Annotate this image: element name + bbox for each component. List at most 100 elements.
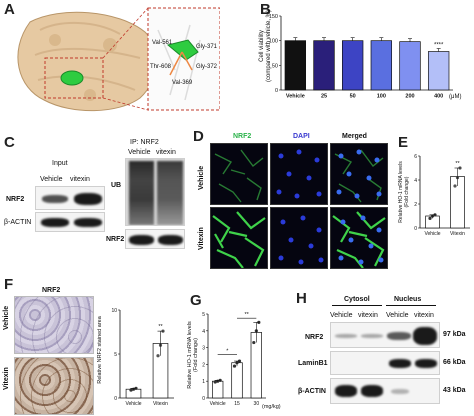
ip-row-nrf2: NRF2 [106, 236, 125, 243]
panel-letter-a: A [4, 1, 15, 18]
chart-nrf2-stained-area: 0 5 10 Vehicle Vitexin ** [111, 308, 174, 407]
h-lane-4: vitexin [414, 312, 434, 319]
panel-letter-f: F [4, 276, 14, 293]
chart-ho1-mrna-cells: 0 2 4 6 Vehicle Vitexin ** [414, 154, 470, 237]
h-lane-1: Vehicle [330, 312, 353, 319]
protein-structure-diagram [17, 7, 220, 112]
chart-b-ytick-label: 150 [269, 14, 278, 20]
chart-b-ytick-label: 0 [275, 88, 278, 94]
micrograph-merged-vitexin [330, 207, 388, 269]
chart-b-bar [284, 40, 307, 91]
chart-f-significance: ** [158, 324, 163, 330]
chart-e-ylabel: Relative HO-1 mRNA levels (Fold change) [398, 161, 410, 223]
panel-letter-g: G [190, 292, 202, 309]
panel-letter-c: C [4, 134, 15, 151]
chart-b-bar [427, 51, 450, 91]
chart-g-bar [231, 362, 243, 399]
chart-e-xtick-label: Vehicle [424, 231, 440, 237]
chart-e-ytick-label: 2 [414, 202, 417, 208]
chart-f-ytick-label: 0 [114, 396, 117, 402]
chart-b-ytick-label: 100 [269, 39, 278, 45]
h-kda-actin: 43 kDa [443, 387, 466, 394]
chart-f-ytick-label: 10 [111, 308, 117, 314]
chart-b-bar [399, 41, 421, 91]
h-lane-2: vitexin [358, 312, 378, 319]
micrograph-nrf2-vitexin [210, 207, 268, 269]
chart-e-ytick-label: 4 [414, 178, 417, 184]
chart-f-point [129, 388, 133, 392]
h-row-actin: β-ACTIN [298, 388, 326, 395]
ip-title: IP: NRF2 [130, 139, 159, 146]
chart-b-ylabel: Cell viability (compared with vehicle, %… [259, 9, 272, 83]
chart-g-unit: (mg/kg) [262, 404, 281, 410]
chart-f-ylabel: Relative NRF2 stained area [97, 316, 103, 384]
chart-cell-viability: 0 50 100 150 Vehicle 25 50 100 200 400 **** [269, 14, 453, 100]
residue-label-gly371: Gly-371 [196, 44, 218, 50]
col-label-nrf2: NRF2 [233, 133, 252, 140]
blot-h-nrf2 [330, 322, 440, 348]
ip-lane-vitexin: vitexin [156, 149, 176, 156]
h-row-lamin: LaminB1 [298, 360, 328, 367]
input-row-nrf2: NRF2 [6, 196, 25, 203]
ihc-image-vitexin [14, 357, 94, 415]
chart-g-ytick-label: 1 [202, 379, 205, 385]
h-row-nrf2: NRF2 [305, 334, 324, 341]
blot-h-actin [330, 378, 440, 404]
chart-e-ytick-label: 0 [414, 226, 417, 232]
chart-g-xtick-label: Vehicle [210, 401, 226, 407]
blot-h-lamin [330, 351, 440, 375]
chart-b-xtick-label: 200 [405, 94, 414, 100]
cytosol-bracket [332, 305, 382, 306]
h-lane-3: Vehicle [386, 312, 409, 319]
chart-e-ytick-label: 6 [414, 154, 417, 160]
chart-e-point [453, 184, 457, 188]
chart-f-point [156, 354, 160, 358]
col-label-merged: Merged [342, 133, 367, 140]
ihc-title: NRF2 [42, 287, 61, 294]
chart-b-xtick-label: 400 [434, 94, 443, 100]
chart-g-point [252, 340, 256, 345]
input-lane-vehicle: Vehicle [40, 176, 63, 183]
chart-g-ylabel: Relative HO-1 mRNA levels (Fold change) [187, 321, 199, 389]
blot-input-actin [35, 212, 105, 232]
micrograph-nrf2-vehicle [210, 143, 268, 205]
panel-letter-h: H [296, 290, 307, 307]
chart-g-sig-low: * [226, 348, 229, 354]
chart-b-significance: **** [434, 43, 444, 49]
chart-b-xtick-label: 50 [350, 94, 356, 100]
chart-f-xtick-label: Vitexin [153, 401, 168, 407]
nucleus-bracket [386, 305, 436, 306]
chart-f-ytick-label: 5 [114, 352, 117, 358]
chart-b-unit: (μM) [449, 94, 462, 100]
chart-e-xtick-label: Vitexin [450, 231, 465, 237]
chart-g-sig-high: ** [245, 312, 250, 318]
input-lane-vitexin: vitexin [70, 176, 90, 183]
ihc-image-vehicle [14, 296, 94, 354]
chart-f-xtick-label: Vehicle [125, 401, 141, 407]
ip-row-ub: UB [111, 182, 122, 189]
micrograph-dapi-vehicle [270, 143, 328, 205]
residue-label-gly372: Gly-372 [196, 64, 218, 70]
micrograph-dapi-vitexin [270, 207, 328, 269]
chart-b-xtick-label: 100 [377, 94, 386, 100]
input-title: Input [52, 160, 68, 167]
chart-g-ytick-label: 4 [202, 329, 205, 335]
col-label-dapi: DAPI [293, 133, 310, 140]
nucleus-label: Nucleus [394, 296, 422, 303]
chart-e-point [428, 216, 432, 220]
h-kda-lamin: 66 kDa [443, 359, 466, 366]
chart-b-ytick-label: 50 [272, 63, 278, 69]
chart-g-point [232, 364, 237, 368]
residue-label-val561: Val-561 [152, 40, 173, 46]
chart-b-bar [341, 40, 364, 91]
blot-ip-ub [125, 158, 185, 226]
panel-letter-d: D [193, 128, 204, 145]
input-row-actin: β-ACTIN [4, 219, 32, 226]
blot-input-nrf2 [35, 186, 105, 210]
chart-g-ytick-label: 3 [202, 346, 205, 352]
chart-g-bar [212, 380, 224, 399]
blot-ip-nrf2 [125, 229, 185, 249]
chart-g-xtick-label: 30 [254, 401, 260, 407]
chart-b-xtick-label: Vehicle [286, 94, 305, 100]
